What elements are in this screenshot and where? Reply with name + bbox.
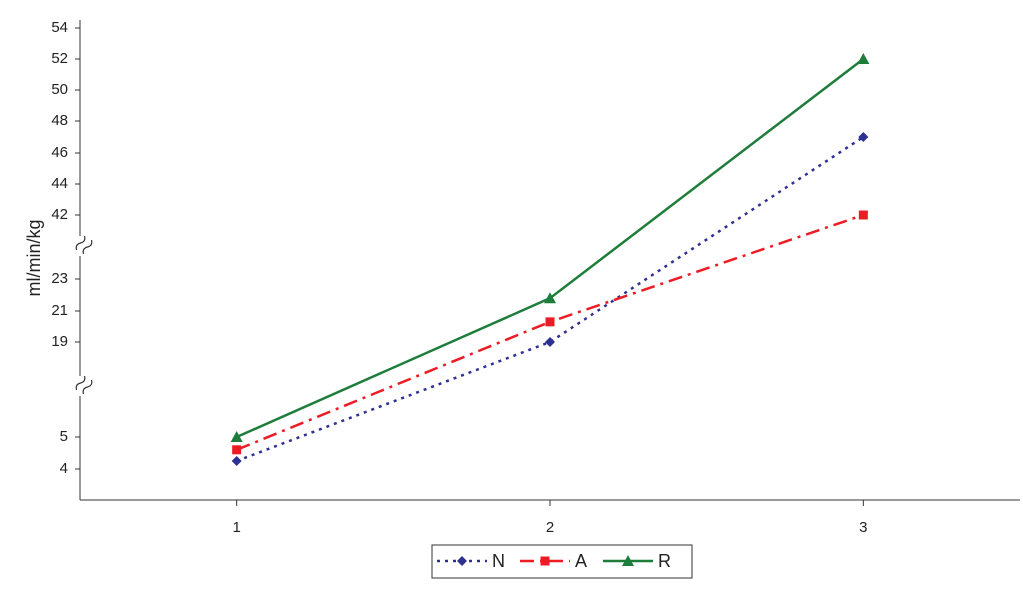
series-line: [236, 58, 865, 439]
x-tick-label: 2: [546, 519, 554, 536]
marker: [858, 210, 868, 220]
y-tick-label: 46: [51, 144, 68, 161]
marker: [545, 337, 555, 347]
y-tick-label: 21: [51, 302, 68, 319]
x-tick-label: 3: [859, 519, 867, 536]
marker: [232, 445, 242, 455]
marker: [858, 132, 869, 142]
marker: [231, 456, 242, 466]
y-tick-label: 50: [51, 81, 68, 98]
marker: [457, 556, 467, 566]
y-axis-label: ml/min/kg: [24, 219, 44, 296]
marker: [544, 292, 556, 304]
y-tick-label: 52: [51, 50, 68, 67]
series-line: [236, 135, 865, 463]
y-tick-label: 4: [60, 460, 68, 477]
axis-break: [72, 235, 93, 396]
x-tick-label: 1: [232, 519, 240, 536]
marker: [540, 556, 550, 566]
legend-label: A: [575, 551, 587, 571]
series-line: [236, 213, 864, 451]
marker: [230, 431, 243, 442]
y-tick-label: 5: [60, 428, 68, 445]
y-tick-label: 23: [51, 270, 68, 287]
marker: [857, 53, 870, 64]
y-tick-label: 44: [51, 175, 68, 192]
y-tick-label: 48: [51, 112, 68, 129]
marker: [545, 317, 555, 327]
marker: [622, 555, 634, 566]
y-tick-label: 19: [51, 333, 68, 350]
legend-label: N: [492, 551, 505, 571]
y-tick-label: 54: [51, 19, 68, 36]
legend-label: R: [658, 551, 671, 571]
y-tick-label: 42: [51, 206, 68, 223]
